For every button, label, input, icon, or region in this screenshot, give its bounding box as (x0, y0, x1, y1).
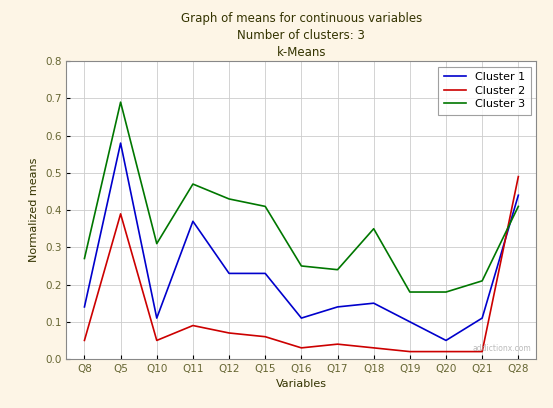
Cluster 3 (479, 278, 486, 283)
Cluster 3 (406, 290, 413, 295)
Cluster 1 (190, 219, 196, 224)
Line: Cluster 2: Cluster 2 (85, 177, 518, 352)
Cluster 1 (81, 304, 88, 309)
Cluster 3 (190, 182, 196, 186)
Cluster 1 (443, 338, 450, 343)
Text: addictionx.com: addictionx.com (473, 344, 531, 353)
Cluster 1 (406, 319, 413, 324)
Cluster 1 (226, 271, 232, 276)
Cluster 2 (443, 349, 450, 354)
Cluster 3 (443, 290, 450, 295)
Line: Cluster 1: Cluster 1 (85, 143, 518, 340)
Cluster 3 (515, 204, 521, 209)
Cluster 1 (334, 304, 341, 309)
Cluster 2 (406, 349, 413, 354)
Line: Cluster 3: Cluster 3 (85, 102, 518, 292)
Cluster 3 (262, 204, 269, 209)
Cluster 1 (298, 316, 305, 321)
Cluster 3 (334, 267, 341, 272)
Cluster 3 (298, 264, 305, 268)
Cluster 2 (81, 338, 88, 343)
Cluster 3 (371, 226, 377, 231)
Cluster 2 (190, 323, 196, 328)
Cluster 2 (298, 346, 305, 350)
Cluster 3 (153, 241, 160, 246)
Cluster 2 (117, 211, 124, 216)
Cluster 3 (117, 100, 124, 104)
Cluster 3 (81, 256, 88, 261)
Cluster 1 (371, 301, 377, 306)
Cluster 1 (262, 271, 269, 276)
Cluster 2 (515, 174, 521, 179)
Cluster 2 (479, 349, 486, 354)
Legend: Cluster 1, Cluster 2, Cluster 3: Cluster 1, Cluster 2, Cluster 3 (439, 67, 531, 115)
Y-axis label: Normalized means: Normalized means (29, 158, 39, 262)
Cluster 2 (226, 330, 232, 335)
Cluster 1 (117, 141, 124, 146)
X-axis label: Variables: Variables (276, 379, 327, 390)
Cluster 1 (515, 193, 521, 197)
Cluster 2 (334, 342, 341, 347)
Cluster 2 (153, 338, 160, 343)
Cluster 2 (371, 346, 377, 350)
Cluster 3 (226, 197, 232, 202)
Title: Graph of means for continuous variables
Number of clusters: 3
k-Means: Graph of means for continuous variables … (181, 12, 422, 59)
Cluster 1 (479, 316, 486, 321)
Cluster 2 (262, 334, 269, 339)
Cluster 1 (153, 316, 160, 321)
